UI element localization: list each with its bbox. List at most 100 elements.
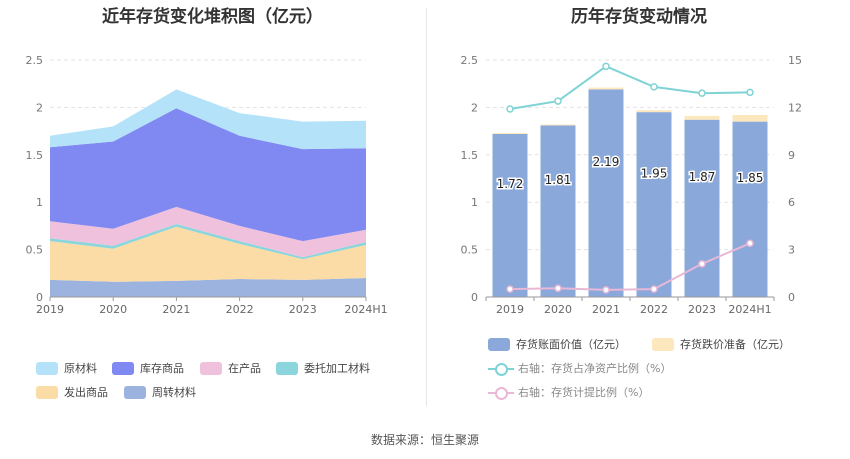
left-y-tick-label: 1.5 <box>26 149 44 162</box>
left-legend-item[interactable]: 周转材料 <box>124 384 196 400</box>
line-point <box>602 286 610 294</box>
inventory-change-panel: 历年存货变动情况 0 0.5 1 1.5 2 2.5 0 3 6 9 12 15 1.72 1.81 2.1… <box>428 0 850 410</box>
legend-label: 右轴：存货计提比例（%） <box>518 386 650 399</box>
line-右轴：存货占净资产比例（%） <box>509 65 751 110</box>
bar-存货跌价准备（亿元） <box>540 124 576 126</box>
area-原材料 <box>50 89 366 150</box>
area-发出商品 <box>50 226 366 282</box>
right-y2-tick-label: 3 <box>788 244 795 257</box>
legend-label: 周转材料 <box>152 386 196 399</box>
left-y-tick-label: 2 <box>36 101 43 114</box>
right-y-tick-label: 0.5 <box>461 244 479 257</box>
bar-data-label: 1.85 <box>737 171 764 185</box>
line-point <box>746 239 754 248</box>
bar-存货跌价准备（亿元） <box>732 114 768 122</box>
bar-line-combo-chart: 0 0.5 1 1.5 2 2.5 0 3 6 9 12 15 1.72 1.81 2.19 1.95 1.87… <box>461 54 803 316</box>
right-y2-tick-label: 15 <box>788 54 802 67</box>
right-chart-title: 历年存货变动情况 <box>571 7 707 27</box>
left-y-tick-label: 0 <box>36 291 43 304</box>
left-x-tick-label: 2023 <box>289 303 317 316</box>
bar-存货跌价准备（亿元） <box>588 87 624 90</box>
left-legend-item[interactable]: 在产品 <box>200 360 261 376</box>
bar-存货账面价值（亿元） <box>732 121 768 298</box>
stacked-area-chart: 0 0.5 1 1.5 2 2.5 2019 2020 2021 2022 2023 2024H1 <box>26 54 388 316</box>
right-y-tick-label: 1.5 <box>461 149 479 162</box>
right-x-tick-label: 2024H1 <box>728 303 771 316</box>
legend-circle <box>495 386 508 400</box>
legend-swatch <box>36 361 58 375</box>
left-legend-item[interactable]: 委托加工材料 <box>276 360 370 376</box>
area-周转材料 <box>50 278 366 297</box>
right-x-tick-label: 2019 <box>496 303 524 316</box>
line-point <box>554 97 562 105</box>
bar-存货跌价准备（亿元） <box>492 132 528 134</box>
left-x-tick-label: 2020 <box>99 303 127 316</box>
legend-label: 右轴：存货占净资产比例（%） <box>518 362 672 375</box>
line-右轴：存货计提比例（%） <box>509 242 751 291</box>
right-y2-tick-label: 6 <box>788 196 795 209</box>
right-y2-tick-label: 12 <box>788 101 802 114</box>
line-point <box>698 260 706 268</box>
legend-swatch <box>652 337 674 351</box>
legend-swatch <box>124 385 146 399</box>
legend-label: 委托加工材料 <box>304 362 370 375</box>
bar-存货跌价准备（亿元） <box>684 115 720 120</box>
right-y-tick-label: 1 <box>471 196 478 209</box>
right-y-tick-label: 0 <box>471 291 478 304</box>
right-legend-item[interactable]: 存货账面价值（亿元） <box>488 336 626 352</box>
legend-circle <box>495 362 508 376</box>
right-legend-item[interactable]: 右轴：存货占净资产比例（%） <box>488 360 671 376</box>
area-在产品 <box>50 206 366 258</box>
bar-存货账面价值（亿元） <box>588 89 624 297</box>
left-legend-item[interactable]: 发出商品 <box>36 384 108 400</box>
left-y-tick-label: 0.5 <box>26 244 44 257</box>
bar-存货账面价值（亿元） <box>636 112 672 297</box>
bar-data-label: 1.95 <box>641 166 668 180</box>
area-库存商品 <box>50 108 366 242</box>
bar-存货跌价准备（亿元） <box>636 110 672 113</box>
legend-label: 发出商品 <box>64 386 108 399</box>
legend-swatch <box>112 361 134 375</box>
left-legend-item[interactable]: 原材料 <box>36 360 97 376</box>
data-source-note: 数据来源：恒生聚源 <box>370 433 479 447</box>
legend-line-marker <box>488 386 514 400</box>
stacked-area-panel: 近年存货变化堆积图（亿元） 0 0.5 1 1.5 2 2.5 2019 2020 2021 20… <box>0 0 425 410</box>
legend-swatch <box>488 337 510 351</box>
legend-label: 库存商品 <box>140 362 184 375</box>
line-point <box>554 284 562 293</box>
legend-label: 存货跌价准备（亿元） <box>680 338 790 351</box>
legend-label: 在产品 <box>228 362 261 375</box>
legend-swatch <box>36 385 58 399</box>
bar-存货账面价值（亿元） <box>540 125 576 297</box>
legend-label: 原材料 <box>64 362 97 375</box>
bar-data-label: 1.87 <box>689 170 716 184</box>
left-y-tick-label: 1 <box>36 196 43 209</box>
right-x-tick-label: 2021 <box>592 303 620 316</box>
line-point <box>506 105 514 113</box>
bar-data-label: 1.72 <box>497 177 524 191</box>
bar-存货账面价值（亿元） <box>492 133 528 297</box>
legend-line-marker <box>488 362 514 376</box>
line-point <box>650 285 658 293</box>
right-legend-item[interactable]: 右轴：存货计提比例（%） <box>488 384 649 400</box>
left-legend-item[interactable]: 库存商品 <box>112 360 184 376</box>
legend-swatch <box>276 361 298 375</box>
right-x-tick-label: 2023 <box>688 303 716 316</box>
line-point <box>650 83 658 91</box>
left-x-tick-label: 2019 <box>36 303 64 316</box>
left-x-tick-label: 2021 <box>162 303 190 316</box>
line-point <box>602 62 610 71</box>
left-x-tick-label: 2024H1 <box>344 303 387 316</box>
right-y-tick-label: 2 <box>471 101 478 114</box>
panel-divider <box>426 8 427 406</box>
left-x-tick-label: 2022 <box>226 303 254 316</box>
right-y2-tick-label: 9 <box>788 149 795 162</box>
left-y-tick-label: 2.5 <box>26 54 44 67</box>
bar-data-label: 2.19 <box>593 155 620 169</box>
bar-data-label: 1.81 <box>545 173 572 187</box>
right-legend-item[interactable]: 存货跌价准备（亿元） <box>652 336 790 352</box>
legend-label: 存货账面价值（亿元） <box>516 338 626 351</box>
line-point <box>746 88 754 97</box>
right-y2-tick-label: 0 <box>788 291 795 304</box>
left-chart-title: 近年存货变化堆积图（亿元） <box>102 7 323 27</box>
